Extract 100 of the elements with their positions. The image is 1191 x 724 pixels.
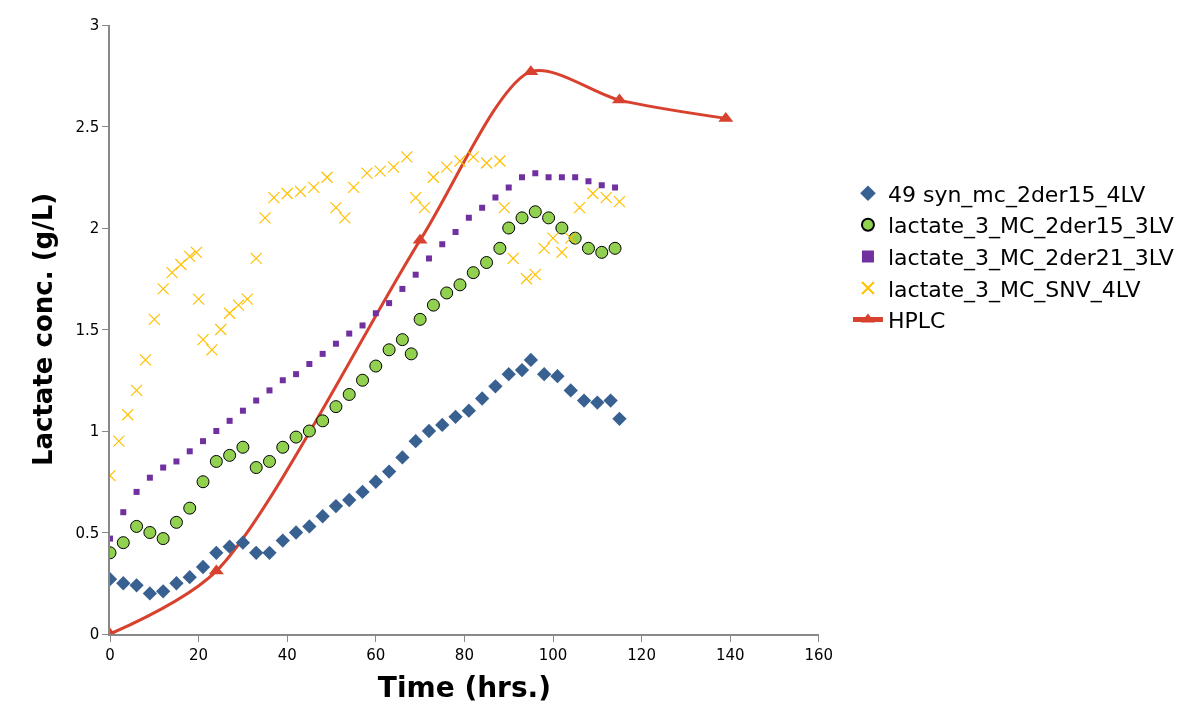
point	[502, 221, 516, 235]
legend-label: lactate_3_MC_SNV_4LV	[887, 276, 1141, 303]
point	[381, 464, 397, 479]
point	[267, 191, 281, 204]
point	[249, 545, 264, 560]
point	[222, 539, 237, 554]
point	[121, 408, 134, 421]
point	[329, 201, 343, 214]
point	[173, 458, 180, 465]
point	[266, 387, 273, 394]
point	[528, 205, 542, 219]
point	[520, 272, 533, 285]
point	[232, 299, 245, 312]
point	[235, 535, 251, 550]
point	[426, 298, 440, 312]
point	[563, 383, 578, 398]
point	[600, 191, 613, 204]
point	[239, 407, 246, 414]
point	[169, 576, 184, 591]
x-axis-title: Time (hrs.)	[377, 671, 552, 705]
point	[555, 221, 569, 235]
point	[262, 545, 277, 560]
point	[603, 393, 618, 408]
point	[413, 312, 427, 326]
point	[409, 191, 422, 204]
point	[209, 454, 223, 468]
point	[466, 266, 480, 280]
point	[329, 400, 343, 414]
point	[250, 252, 263, 265]
point	[183, 501, 197, 515]
point	[545, 174, 552, 181]
point	[453, 154, 467, 168]
point	[249, 461, 263, 475]
point	[608, 241, 622, 255]
point	[399, 285, 406, 292]
point	[498, 201, 511, 214]
point	[276, 440, 290, 454]
point	[236, 440, 250, 454]
point	[116, 576, 131, 591]
point	[612, 184, 619, 191]
y-axis-title: Lactate conc. (g/L)	[28, 192, 59, 467]
point	[359, 322, 366, 329]
point	[165, 266, 179, 279]
point	[586, 187, 599, 200]
point	[453, 278, 467, 292]
point	[515, 211, 529, 225]
point	[546, 232, 560, 245]
point	[555, 246, 568, 259]
point	[395, 333, 409, 347]
point	[347, 181, 360, 194]
point	[452, 229, 459, 236]
y-tick-label: 2	[89, 219, 100, 238]
point	[196, 333, 210, 346]
point	[467, 150, 480, 164]
point	[148, 313, 161, 326]
point	[386, 300, 393, 307]
point	[263, 454, 276, 468]
point	[480, 256, 494, 269]
point	[395, 450, 410, 465]
point	[156, 532, 170, 546]
point	[214, 323, 227, 336]
point	[465, 214, 472, 221]
point	[612, 411, 627, 426]
point	[133, 488, 140, 495]
point	[356, 373, 370, 387]
point	[332, 340, 339, 347]
point	[529, 268, 542, 281]
point	[439, 241, 446, 248]
point	[404, 347, 418, 361]
point	[369, 359, 383, 373]
point	[368, 474, 383, 489]
point	[493, 241, 507, 255]
point	[328, 498, 344, 514]
point	[542, 211, 556, 225]
point	[461, 403, 476, 418]
point	[190, 246, 203, 259]
point	[488, 379, 503, 394]
point	[213, 428, 220, 434]
point	[564, 232, 577, 245]
point	[440, 161, 453, 174]
point	[400, 150, 413, 164]
y-tick-label: 1.5	[75, 320, 100, 339]
point	[226, 417, 233, 424]
point	[387, 161, 400, 174]
y-tick-label: 0.5	[75, 523, 100, 542]
point	[307, 181, 320, 194]
point	[507, 252, 520, 265]
point	[342, 387, 356, 401]
point	[258, 211, 272, 224]
legend-label: lactate_3_MC_2der21_3LV	[887, 245, 1174, 271]
point	[537, 367, 552, 382]
point	[572, 174, 579, 181]
x-tick-label: 120	[627, 645, 656, 664]
point	[581, 241, 595, 255]
point	[192, 292, 205, 306]
x-tick-label: 100	[538, 645, 568, 664]
y-tick-label: 2.5	[75, 117, 100, 136]
x-tick-label: 0	[105, 645, 115, 664]
point	[315, 509, 330, 524]
x-tick-label: 40	[277, 645, 297, 664]
